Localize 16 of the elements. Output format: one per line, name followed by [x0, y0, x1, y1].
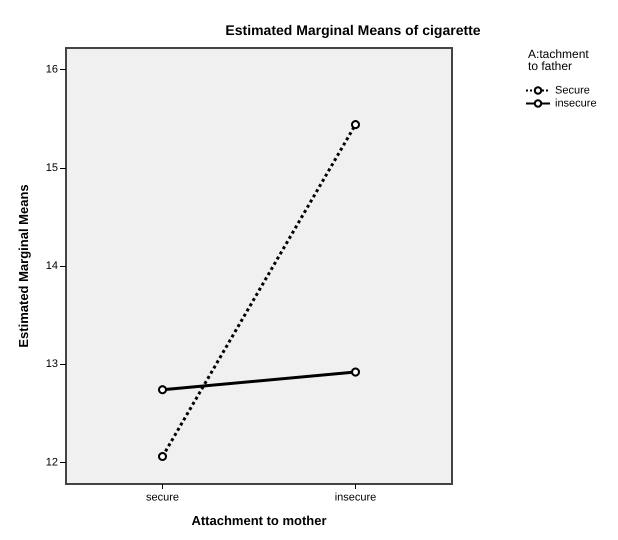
y-axis-title: Estimated Marginal Means: [16, 184, 31, 348]
point: [158, 385, 167, 394]
legend-title: A:tachment to father: [528, 47, 590, 73]
y-tick-label: 15: [46, 162, 58, 174]
chart-title: Estimated Marginal Means of cigarette: [225, 22, 481, 38]
point: [158, 452, 167, 462]
legend-label: Secure: [555, 84, 590, 96]
legend-label: insecure: [555, 98, 597, 110]
y-tick-label: 16: [46, 64, 58, 76]
x-axis-title: Attachment to mother: [191, 513, 327, 528]
point: [351, 120, 360, 130]
y-tick-label: 14: [46, 260, 58, 272]
y-tick-label: 12: [46, 456, 58, 468]
point: [351, 368, 360, 377]
y-tick-label: 13: [46, 358, 58, 370]
x-tick-label: secure: [146, 492, 180, 504]
